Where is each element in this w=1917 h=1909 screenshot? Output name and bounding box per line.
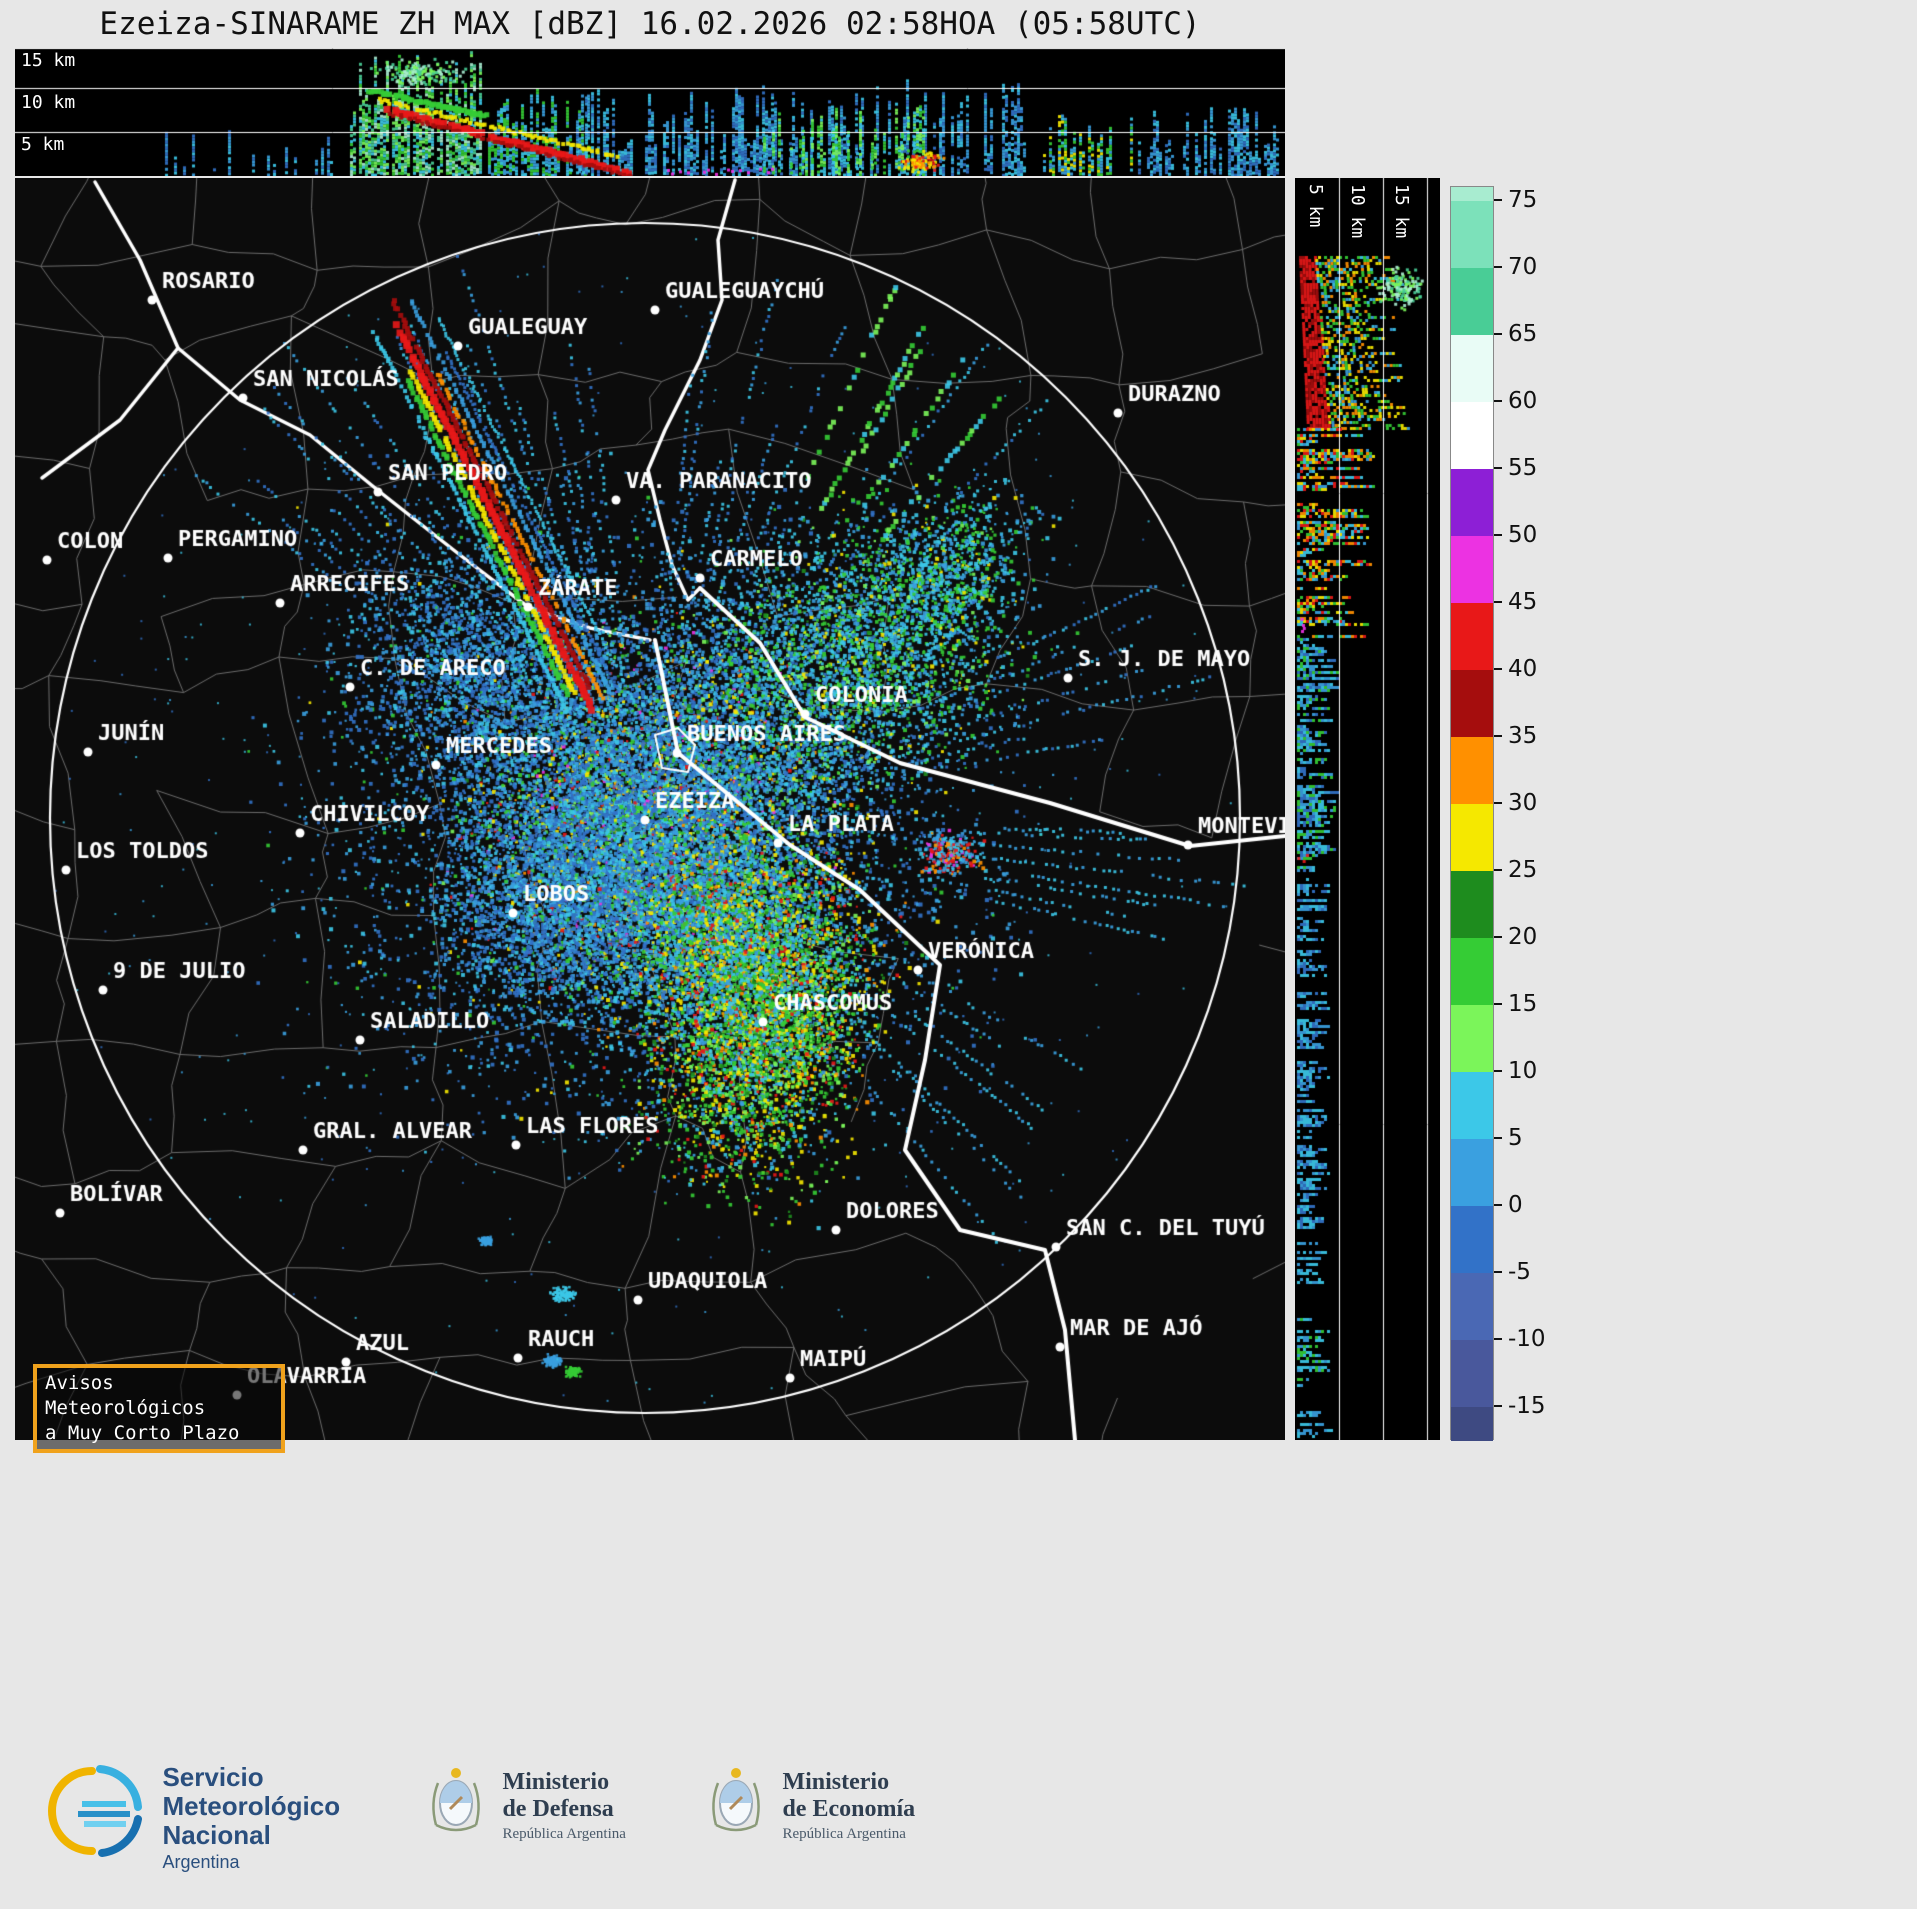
colorbar-band xyxy=(1451,201,1493,268)
colorbar-tick xyxy=(1494,1003,1502,1005)
colorbar-band xyxy=(1451,335,1493,402)
smn-branding: Servicio Meteorológico Nacional Argentin… xyxy=(48,1763,340,1873)
colorbar-band xyxy=(1451,402,1493,469)
economia-line1: Ministerio xyxy=(782,1769,890,1795)
colorbar-band xyxy=(1451,670,1493,737)
colorbar-tick xyxy=(1494,1137,1502,1139)
colorbar-band xyxy=(1451,871,1493,938)
colorbar-tick-label: 5 xyxy=(1508,1125,1523,1151)
colorbar-band xyxy=(1451,268,1493,335)
defensa-sub: República Argentina xyxy=(502,1826,626,1842)
colorbar-tick-label: 35 xyxy=(1508,723,1538,749)
altitude-label-5km-right: 5 km xyxy=(1305,184,1326,228)
right-cross-section-canvas xyxy=(1295,178,1440,1440)
colorbar-tick xyxy=(1494,936,1502,938)
colorbar-tick xyxy=(1494,467,1502,469)
colorbar-tick-label: -5 xyxy=(1508,1259,1531,1285)
colorbar-band xyxy=(1451,737,1493,804)
colorbar-tick xyxy=(1494,1204,1502,1206)
colorbar-tick-label: 70 xyxy=(1508,254,1538,280)
defensa-line1: Ministerio xyxy=(502,1769,610,1795)
colorbar-tick-label: 40 xyxy=(1508,656,1538,682)
footer: Servicio Meteorológico Nacional Argentin… xyxy=(0,1745,1917,1909)
colorbar-tick-label: 25 xyxy=(1508,857,1538,883)
colorbar-tick-label: 50 xyxy=(1508,522,1538,548)
colorbar-tick xyxy=(1494,802,1502,804)
altitude-label-10km: 10 km xyxy=(21,92,76,113)
colorbar-tick-label: 55 xyxy=(1508,455,1538,481)
colorbar-band xyxy=(1451,187,1493,201)
notice-line-1: Avisos Meteorológicos xyxy=(45,1372,206,1419)
coat-of-arms-icon xyxy=(432,1768,480,1832)
economia-sub: República Argentina xyxy=(782,1826,906,1842)
smn-name-line3: Nacional xyxy=(162,1820,271,1850)
colorbar-tick xyxy=(1494,333,1502,335)
colorbar-band xyxy=(1451,1139,1493,1206)
colorbar-tick-label: 10 xyxy=(1508,1058,1538,1084)
colorbar-tick xyxy=(1494,869,1502,871)
colorbar-tick-label: 60 xyxy=(1508,388,1538,414)
colorbar-tick xyxy=(1494,1405,1502,1407)
colorbar-tick-label: 0 xyxy=(1508,1192,1523,1218)
colorbar-tick-label: 75 xyxy=(1508,187,1538,213)
colorbar-tick xyxy=(1494,601,1502,603)
colorbar-tick xyxy=(1494,400,1502,402)
colorbar-tick-label: 30 xyxy=(1508,790,1538,816)
colorbar-tick xyxy=(1494,1338,1502,1340)
colorbar-tick xyxy=(1494,1070,1502,1072)
ministry-economia: Ministerio de Economía República Argenti… xyxy=(708,1763,915,1843)
top-cross-section-canvas xyxy=(15,48,1285,176)
smn-name-line1: Servicio xyxy=(162,1762,264,1792)
defensa-line2: de Defensa xyxy=(502,1796,614,1822)
smn-logo-icon xyxy=(48,1765,142,1857)
economia-line2: de Economía xyxy=(782,1796,916,1822)
colorbar-tick-label: -10 xyxy=(1508,1326,1546,1352)
reflectivity-colorbar: 75 70 65 60 55 50 45 40 35 30 25 20 15 10 5 0 -5 -10 -15 xyxy=(1450,186,1570,1441)
colorbar-band xyxy=(1451,536,1493,603)
coat-of-arms-icon xyxy=(712,1768,760,1832)
colorbar-band xyxy=(1451,1072,1493,1139)
colorbar-tick xyxy=(1494,266,1502,268)
colorbar-band xyxy=(1451,1005,1493,1072)
colorbar-tick-label: 15 xyxy=(1508,991,1538,1017)
colorbar-tick-label: 45 xyxy=(1508,589,1538,615)
colorbar-band xyxy=(1451,469,1493,536)
colorbar-band xyxy=(1451,938,1493,1005)
short-term-warnings-badge[interactable]: Avisos Meteorológicos a Muy Corto Plazo xyxy=(33,1364,285,1453)
colorbar-band xyxy=(1451,1407,1493,1441)
colorbar-tick xyxy=(1494,735,1502,737)
altitude-label-10km-right: 10 km xyxy=(1347,184,1368,239)
colorbar-band xyxy=(1451,1340,1493,1407)
colorbar-tick-label: 20 xyxy=(1508,924,1538,950)
altitude-label-5km: 5 km xyxy=(21,134,65,155)
colorbar-bands xyxy=(1450,186,1494,1441)
ministry-defensa: Ministerio de Defensa República Argentin… xyxy=(428,1763,626,1843)
page-title: Ezeiza-SINARAME ZH MAX [dBZ] 16.02.2026 … xyxy=(99,6,1201,42)
radar-map-canvas xyxy=(15,178,1285,1440)
colorbar-band xyxy=(1451,804,1493,871)
colorbar-tick xyxy=(1494,1271,1502,1273)
colorbar-band xyxy=(1451,603,1493,670)
colorbar-band xyxy=(1451,1273,1493,1340)
notice-line-2: a Muy Corto Plazo xyxy=(45,1422,240,1444)
altitude-label-15km: 15 km xyxy=(21,50,76,71)
colorbar-tick-label: 65 xyxy=(1508,321,1538,347)
colorbar-tick xyxy=(1494,199,1502,201)
colorbar-band xyxy=(1451,1206,1493,1273)
altitude-label-15km-right: 15 km xyxy=(1391,184,1412,239)
colorbar-tick xyxy=(1494,668,1502,670)
smn-country: Argentina xyxy=(162,1852,240,1872)
smn-name-line2: Meteorológico xyxy=(162,1791,341,1821)
colorbar-tick-label: -15 xyxy=(1508,1393,1546,1419)
colorbar-tick xyxy=(1494,534,1502,536)
